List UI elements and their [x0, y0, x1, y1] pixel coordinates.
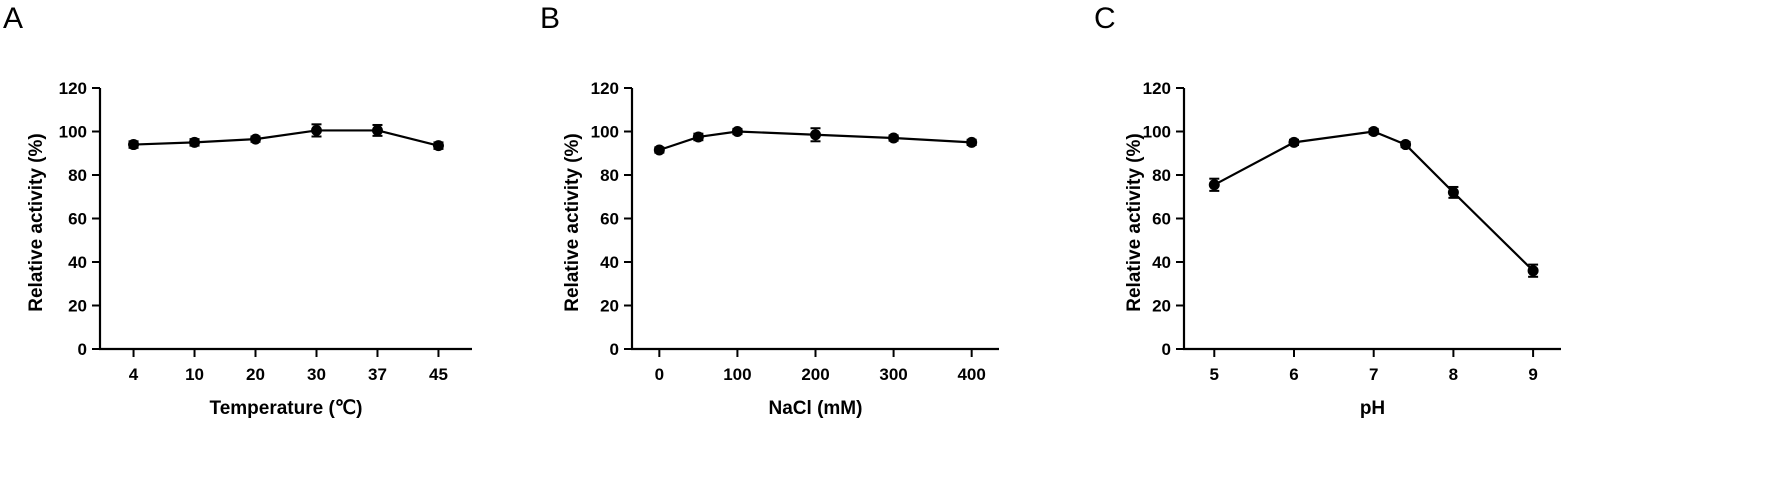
data-point [1447, 186, 1459, 198]
x-tick-label: 9 [1528, 365, 1537, 384]
y-tick-label: 100 [1143, 123, 1171, 142]
data-point [692, 131, 704, 143]
data-point [1208, 179, 1220, 191]
y-tick-label: 60 [1152, 210, 1171, 229]
data-point [966, 136, 978, 148]
x-axis-label: pH [1360, 398, 1385, 419]
x-tick-label: 7 [1369, 365, 1378, 384]
data-point [432, 140, 444, 152]
data-point [1400, 139, 1412, 151]
x-tick-label: 30 [307, 365, 326, 384]
data-point [810, 129, 821, 141]
y-tick-label: 80 [1152, 166, 1171, 185]
y-tick-label: 0 [610, 340, 619, 359]
y-tick-label: 20 [600, 297, 619, 316]
x-tick-label: 20 [246, 365, 265, 384]
y-axis-label: Relative activity (%) [1124, 133, 1145, 311]
y-tick-label: 0 [1162, 340, 1171, 359]
y-tick-label: 120 [591, 79, 619, 98]
data-point [1368, 126, 1380, 137]
data-point [731, 126, 743, 137]
y-tick-label: 40 [68, 253, 87, 272]
panel-letter: C [1094, 2, 1116, 35]
x-tick-label: 200 [801, 365, 829, 384]
y-tick-label: 20 [68, 297, 87, 316]
y-tick-label: 40 [1152, 253, 1171, 272]
x-axis-label: Temperature (℃) [210, 398, 363, 419]
y-axis-label: Relative activity (%) [26, 133, 47, 311]
series-line [133, 129, 439, 147]
y-tick-label: 80 [68, 166, 87, 185]
data-point [371, 124, 383, 136]
y-tick-label: 120 [1143, 79, 1171, 98]
x-tick-label: 0 [655, 365, 664, 384]
y-tick-label: 100 [591, 123, 619, 142]
x-tick-label: 5 [1210, 365, 1219, 384]
x-tick-label: 45 [429, 365, 448, 384]
data-point [128, 139, 140, 151]
series-line [1213, 130, 1534, 272]
x-tick-label: 300 [879, 365, 907, 384]
series-line [658, 130, 972, 152]
x-axis-label: NaCl (mM) [769, 398, 863, 419]
y-tick-label: 120 [59, 79, 87, 98]
x-tick-label: 37 [368, 365, 387, 384]
y-tick-label: 100 [59, 123, 87, 142]
y-tick-label: 60 [600, 210, 619, 229]
y-tick-label: 80 [600, 166, 619, 185]
y-tick-label: 60 [68, 210, 87, 229]
data-point [189, 136, 201, 148]
x-tick-label: 8 [1449, 365, 1458, 384]
y-axis-label: Relative activity (%) [562, 133, 583, 311]
x-tick-label: 100 [723, 365, 751, 384]
x-tick-label: 10 [185, 365, 204, 384]
data-point [310, 124, 322, 136]
data-point [1527, 265, 1539, 277]
panel-letter: B [540, 2, 560, 35]
x-tick-label: 6 [1289, 365, 1298, 384]
y-tick-label: 0 [78, 340, 87, 359]
panel-letter: A [3, 2, 23, 35]
data-point [888, 132, 900, 144]
data-point [1288, 136, 1300, 148]
x-tick-label: 400 [957, 365, 985, 384]
data-point [653, 144, 665, 156]
x-tick-label: 4 [129, 365, 139, 384]
data-point [250, 133, 262, 145]
y-tick-label: 40 [600, 253, 619, 272]
y-tick-label: 20 [1152, 297, 1171, 316]
